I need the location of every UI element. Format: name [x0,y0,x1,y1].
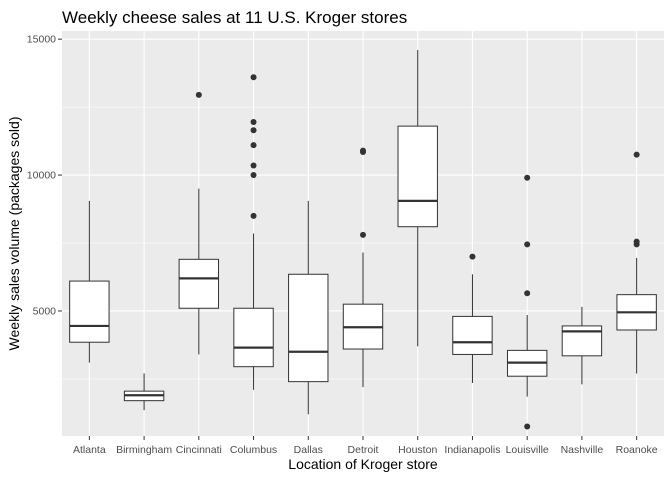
outlier-point [633,238,640,245]
outlier-point [250,172,257,179]
x-tick-label-cincinnati: Cincinnati [176,444,222,456]
x-tick-label-roanoke: Roanoke [616,444,658,456]
outlier-point [250,212,257,219]
x-tick-label-louisville: Louisville [506,444,549,456]
y-axis-ticks: 5000 10000 15000 [27,34,62,317]
y-axis-title: Weekly sales volume (packages sold) [6,117,22,351]
x-axis-title: Location of Kroger store [288,456,438,472]
box-iqr [397,125,438,228]
outlier-point [524,241,531,248]
outlier-point [469,253,476,260]
box-iqr [288,273,329,383]
x-axis-ticks: Atlanta Birmingham Cincinnati Columbus Dalla… [73,436,658,456]
outlier-point [250,119,257,126]
box-nashville [561,306,603,385]
y-tick-label: 10000 [27,170,56,182]
x-tick-label-dallas: Dallas [294,444,323,456]
box-iqr [233,307,274,368]
outlier-point [360,147,366,154]
box-louisville [506,174,548,430]
x-tick-label-atlanta: Atlanta [73,444,106,456]
box-atlanta [69,200,110,363]
box-roanoke [616,151,657,374]
x-tick-label-detroit: Detroit [348,444,379,456]
outlier-point [195,91,202,98]
box-dallas [288,200,329,415]
box-iqr [69,280,110,343]
chart-title: Weekly cheese sales at 11 U.S. Kroger st… [62,8,407,27]
x-tick-label-nashville: Nashville [561,444,604,456]
boxes [69,50,657,430]
outlier-point [250,74,257,81]
y-tick-label: 15000 [27,34,56,46]
outlier-point [250,142,257,149]
x-tick-label-indianapolis: Indianapolis [444,444,500,456]
x-tick-label-columbus: Columbus [230,444,277,456]
y-tick-label: 5000 [33,305,57,317]
x-tick-label-birmingham: Birmingham [116,444,172,456]
outlier-point [524,423,531,430]
outlier-point [524,290,531,297]
outlier-point [524,174,531,181]
outlier-point [250,127,257,134]
box-cincinnati [178,91,220,355]
box-indianapolis [452,253,493,383]
box-houston [397,50,438,347]
x-tick-label-houston: Houston [398,444,437,456]
box-detroit [342,147,384,388]
box-iqr [452,315,493,355]
outlier-point [250,162,257,169]
box-columbus [233,74,274,390]
box-birmingham [123,373,165,411]
outlier-point [360,231,366,238]
box-iqr [178,258,220,309]
outlier-point [633,151,640,158]
